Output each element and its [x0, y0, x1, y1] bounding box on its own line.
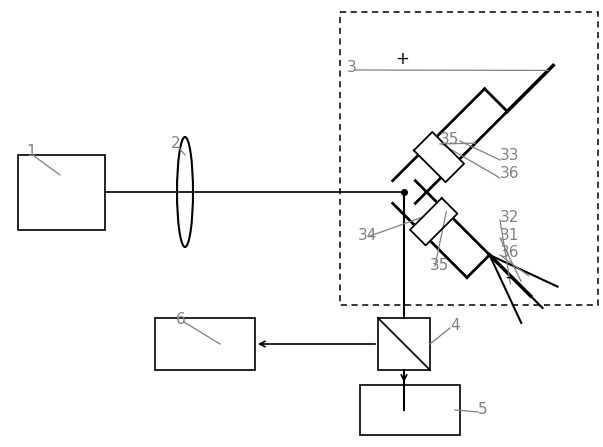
Bar [360, 385, 460, 435]
Text: 31: 31 [500, 228, 519, 243]
Text: 6: 6 [176, 312, 186, 327]
Text: 5: 5 [478, 402, 488, 417]
Text: 33: 33 [500, 148, 520, 163]
Text: 36: 36 [500, 245, 520, 260]
Text: 4: 4 [450, 318, 459, 333]
Text: 35: 35 [440, 132, 459, 147]
Text: -: - [505, 268, 511, 286]
Text: 35: 35 [430, 258, 449, 273]
Bar [378, 318, 430, 370]
Text: 3: 3 [347, 60, 357, 75]
Text: 34: 34 [358, 228, 377, 243]
Polygon shape [414, 132, 464, 182]
Text: 2: 2 [171, 136, 181, 151]
Bar [18, 155, 105, 230]
Text: +: + [395, 50, 409, 68]
Text: 36: 36 [500, 166, 520, 181]
Bar [155, 318, 255, 370]
Text: 1: 1 [26, 144, 36, 159]
Bar [340, 12, 598, 305]
Text: 32: 32 [500, 210, 519, 225]
Polygon shape [410, 198, 457, 245]
